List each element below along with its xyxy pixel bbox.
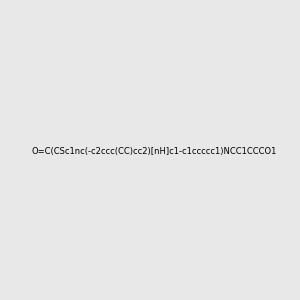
- Text: O=C(CSc1nc(-c2ccc(CC)cc2)[nH]c1-c1ccccc1)NCC1CCCO1: O=C(CSc1nc(-c2ccc(CC)cc2)[nH]c1-c1ccccc1…: [31, 147, 276, 156]
